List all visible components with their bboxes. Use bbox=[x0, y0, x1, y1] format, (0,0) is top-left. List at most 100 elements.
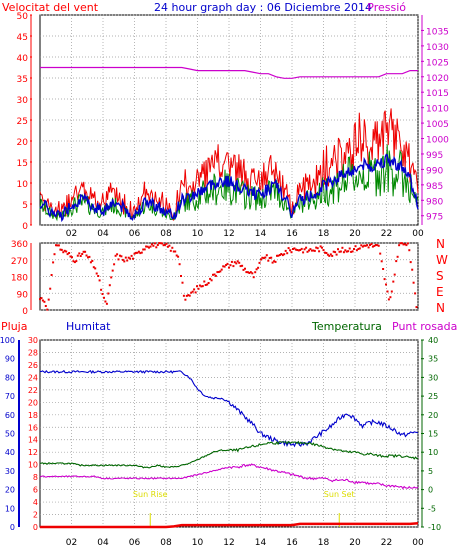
direction-point bbox=[168, 244, 171, 247]
direction-point bbox=[203, 280, 206, 283]
direction-point bbox=[354, 245, 357, 248]
sunrise-label: Sun Rise bbox=[133, 490, 168, 499]
humidity-legend: Humitat bbox=[66, 320, 111, 333]
temp-y-tick-label: 30 bbox=[428, 373, 438, 382]
direction-point bbox=[177, 255, 180, 258]
pressure-y-tick-label: 1020 bbox=[426, 74, 449, 84]
temperature-humidity-panel: 0246810121416182022242628300102030405060… bbox=[0, 336, 441, 548]
direction-point bbox=[214, 274, 217, 277]
direction-point bbox=[412, 281, 415, 284]
direction-point bbox=[347, 250, 350, 253]
direction-point bbox=[293, 247, 296, 250]
direction-point bbox=[361, 245, 364, 248]
direction-point bbox=[200, 285, 203, 288]
direction-point bbox=[345, 250, 348, 253]
direction-point bbox=[300, 247, 303, 250]
direction-point bbox=[286, 252, 289, 255]
direction-point bbox=[380, 260, 383, 263]
humidity-y-tick-label: 40 bbox=[5, 448, 15, 457]
pressure-y-tick-label: 1010 bbox=[426, 105, 449, 115]
direction-point bbox=[135, 251, 137, 254]
direction-point bbox=[159, 242, 162, 245]
temp-x-tick-label: 14 bbox=[255, 538, 267, 548]
direction-point bbox=[194, 291, 197, 294]
direction-point bbox=[290, 251, 293, 254]
humidity-y-tick-label: 20 bbox=[5, 486, 15, 495]
wind-y-tick-label: 45 bbox=[17, 33, 28, 43]
direction-point bbox=[52, 261, 55, 264]
rain-y-tick-label: 4 bbox=[33, 498, 38, 507]
dewpoint-line bbox=[39, 463, 419, 490]
direction-point bbox=[348, 247, 351, 250]
direction-point bbox=[193, 288, 196, 291]
direction-point bbox=[98, 279, 101, 282]
direction-point bbox=[124, 256, 127, 259]
direction-point bbox=[132, 257, 134, 260]
direction-point bbox=[319, 245, 322, 248]
pressure-line bbox=[40, 66, 418, 79]
direction-point bbox=[255, 268, 258, 271]
direction-point bbox=[71, 256, 73, 259]
humidity-y-tick-label: 10 bbox=[5, 504, 15, 513]
direction-point bbox=[59, 248, 62, 251]
direction-point bbox=[117, 258, 120, 261]
direction-y-tick-label: 180 bbox=[11, 274, 28, 284]
direction-point bbox=[367, 246, 370, 249]
direction-point bbox=[180, 275, 182, 277]
direction-point bbox=[140, 251, 143, 254]
direction-point bbox=[355, 249, 358, 252]
direction-point bbox=[389, 296, 392, 299]
direction-point bbox=[182, 294, 185, 297]
direction-point bbox=[207, 282, 210, 284]
direction-point bbox=[119, 254, 121, 257]
wind-x-tick-label: 20 bbox=[349, 229, 361, 239]
direction-point bbox=[78, 252, 81, 255]
direction-point bbox=[46, 308, 49, 311]
direction-point bbox=[175, 254, 178, 257]
direction-point bbox=[217, 271, 220, 273]
direction-point bbox=[105, 302, 108, 305]
direction-point bbox=[396, 255, 399, 258]
direction-point bbox=[296, 249, 299, 251]
direction-point bbox=[334, 251, 337, 254]
wind-y-tick-label: 40 bbox=[17, 54, 29, 64]
rain-y-tick-label: 10 bbox=[28, 461, 38, 470]
direction-point bbox=[101, 293, 104, 295]
direction-point bbox=[316, 247, 319, 250]
humidity-y-tick-label: 100 bbox=[0, 336, 15, 345]
direction-point bbox=[204, 284, 207, 286]
direction-point bbox=[161, 242, 164, 245]
rain-y-tick-label: 14 bbox=[28, 436, 38, 445]
rain-y-tick-label: 2 bbox=[33, 511, 38, 520]
direction-point bbox=[41, 299, 44, 302]
direction-point bbox=[148, 246, 150, 249]
direction-point bbox=[73, 261, 76, 264]
rain-y-tick-label: 22 bbox=[28, 386, 38, 395]
direction-point bbox=[287, 247, 290, 250]
direction-point bbox=[414, 292, 417, 295]
pressure-y-tick-label: 975 bbox=[426, 213, 443, 223]
direction-point bbox=[289, 249, 292, 252]
direction-point bbox=[274, 260, 277, 263]
wind-x-tick-label: 06 bbox=[129, 229, 141, 239]
direction-point bbox=[81, 253, 84, 255]
direction-point bbox=[233, 261, 236, 264]
direction-point bbox=[318, 250, 321, 253]
direction-point bbox=[209, 277, 212, 280]
dewpoint-legend: Punt rosada bbox=[392, 320, 457, 333]
direction-point bbox=[267, 259, 270, 262]
direction-point bbox=[146, 245, 149, 248]
direction-point bbox=[305, 246, 308, 249]
direction-point bbox=[184, 298, 187, 301]
direction-point bbox=[107, 292, 110, 295]
direction-point bbox=[103, 296, 105, 299]
rain-y-tick-label: 20 bbox=[28, 398, 38, 407]
wind-x-tick-label: 14 bbox=[255, 229, 267, 239]
direction-point bbox=[401, 242, 403, 245]
wind-gust-line bbox=[39, 108, 419, 222]
direction-point bbox=[43, 300, 46, 303]
direction-point bbox=[236, 260, 239, 263]
direction-point bbox=[50, 274, 53, 276]
